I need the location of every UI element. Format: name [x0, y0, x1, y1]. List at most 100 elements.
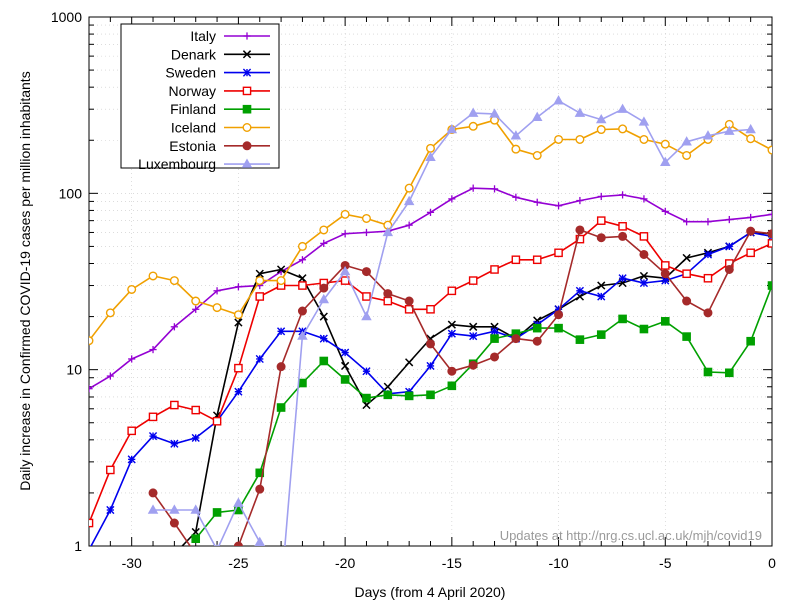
x-tick-label: -30 [122, 555, 142, 571]
data-point-italy [213, 287, 221, 295]
data-point-denark [319, 312, 328, 321]
data-point-denark [171, 550, 178, 557]
data-point-norway [234, 363, 243, 373]
legend-marker-norway [242, 86, 252, 96]
data-point-sweden [91, 545, 93, 546]
x-tick-label: -25 [228, 555, 248, 571]
data-point-italy [640, 195, 648, 203]
y-tick-label: 1000 [51, 9, 82, 25]
data-point-sweden [725, 242, 734, 251]
data-point-luxembourg [361, 310, 372, 321]
data-point-iceland [532, 150, 542, 160]
series-iceland [89, 115, 772, 346]
legend-marker-sweden [242, 68, 252, 77]
data-point-luxembourg [277, 587, 286, 595]
data-point-norway [191, 405, 201, 415]
data-point-estonia [426, 339, 435, 349]
data-point-finland [298, 378, 307, 388]
data-point-italy [320, 239, 328, 248]
data-point-sweden [106, 505, 115, 515]
data-point-iceland [340, 209, 350, 219]
data-point-denark [682, 253, 691, 263]
data-point-finland [340, 375, 350, 384]
data-point-italy [149, 345, 157, 354]
data-point-norway [106, 465, 115, 475]
data-point-norway [532, 255, 542, 265]
data-point-finland [191, 534, 201, 544]
data-point-estonia [468, 360, 478, 370]
data-point-luxembourg [531, 111, 543, 121]
data-point-italy [426, 208, 435, 216]
data-point-finland [767, 281, 772, 290]
data-point-italy [405, 221, 413, 229]
legend-label-italy: Italy [190, 28, 216, 44]
x-tick-label: 0 [768, 555, 776, 571]
data-point-sweden [575, 286, 585, 295]
data-point-finland [490, 334, 499, 343]
data-point-italy [704, 218, 712, 226]
data-point-iceland [297, 241, 307, 251]
data-point-italy [89, 385, 93, 393]
data-point-denark [469, 322, 478, 331]
data-point-italy [725, 215, 733, 224]
data-point-estonia [682, 296, 692, 306]
data-point-luxembourg [216, 544, 219, 546]
data-point-italy [533, 198, 541, 206]
data-point-finland [362, 393, 371, 403]
data-point-estonia [746, 226, 756, 236]
data-point-norway [596, 216, 606, 225]
series-estonia [148, 225, 772, 546]
data-point-italy [490, 185, 499, 193]
data-point-luxembourg [595, 113, 607, 124]
data-point-norway [511, 255, 521, 265]
data-point-finland [404, 391, 414, 401]
data-point-iceland [596, 125, 606, 135]
data-point-luxembourg [745, 123, 756, 134]
x-tick-label: -5 [659, 555, 672, 571]
data-point-finland [426, 390, 435, 400]
data-point-finland [255, 468, 265, 478]
data-point-norway [703, 273, 713, 283]
data-point-estonia [575, 225, 585, 235]
data-point-estonia [383, 289, 393, 299]
data-point-iceland [767, 145, 772, 155]
data-point-sweden [362, 367, 371, 376]
data-point-iceland [105, 308, 115, 318]
data-point-luxembourg [382, 226, 394, 237]
data-point-finland [703, 367, 713, 377]
legend-label-luxembourg: Luxembourg [138, 156, 216, 172]
data-point-italy [661, 207, 669, 215]
data-point-norway [554, 248, 563, 258]
data-point-sweden [597, 292, 606, 301]
data-point-estonia [703, 308, 713, 318]
data-point-estonia [404, 296, 414, 306]
data-point-finland [639, 324, 649, 334]
series-finland [191, 281, 772, 544]
y-tick-label: 1 [74, 538, 82, 554]
series-line-luxembourg [153, 100, 751, 546]
source-annotation: Updates at http://nrg.cs.ucl.ac.uk/mjh/c… [500, 528, 762, 543]
data-point-iceland [575, 134, 585, 144]
data-point-luxembourg [147, 504, 159, 514]
data-point-italy [683, 218, 691, 226]
data-point-iceland [404, 183, 414, 193]
data-point-iceland [426, 143, 436, 153]
data-point-denark [276, 265, 286, 274]
data-point-iceland [276, 276, 286, 286]
data-point-finland [682, 332, 691, 341]
data-point-finland [554, 323, 563, 333]
data-point-luxembourg [446, 123, 458, 134]
data-point-sweden [276, 327, 286, 336]
data-point-luxembourg [724, 125, 735, 135]
data-point-luxembourg [702, 130, 714, 140]
data-point-denark [234, 318, 243, 327]
data-point-iceland [127, 284, 137, 294]
series-italy [89, 184, 772, 393]
data-point-iceland [618, 124, 628, 134]
legend-marker-iceland [242, 122, 252, 132]
data-point-iceland [361, 213, 371, 223]
data-point-luxembourg [638, 116, 650, 126]
data-point-estonia [767, 229, 772, 239]
data-point-italy [362, 228, 371, 237]
